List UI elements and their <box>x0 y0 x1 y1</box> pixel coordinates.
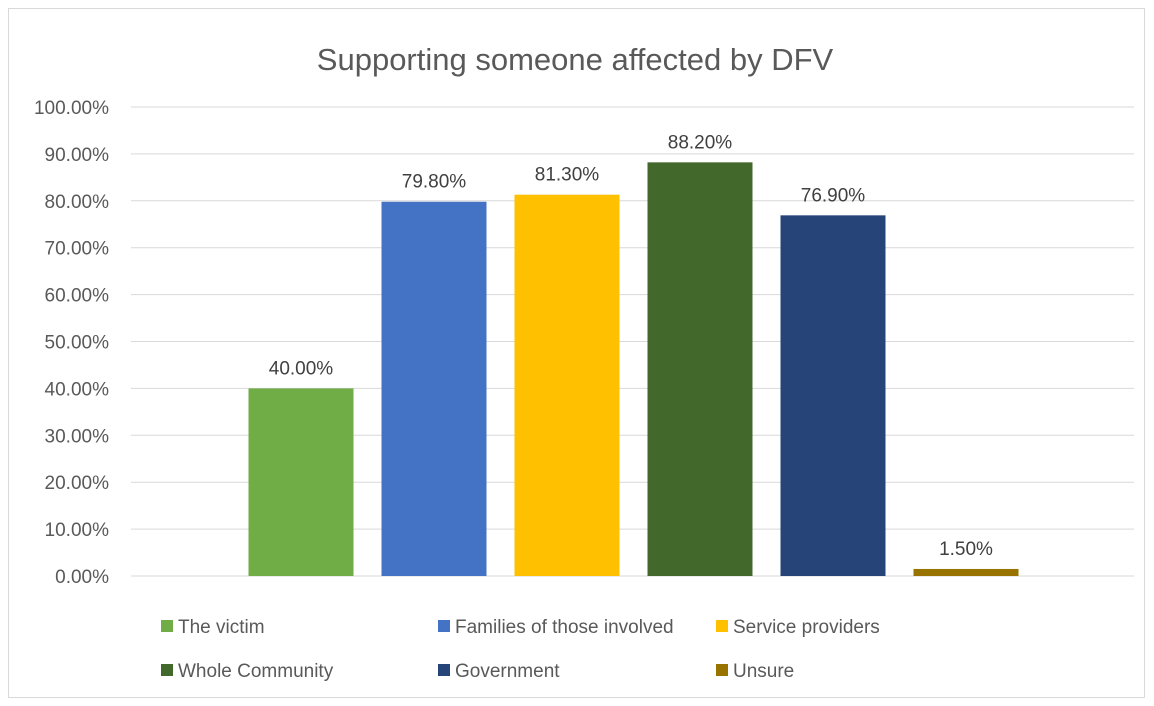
bar <box>647 162 753 577</box>
data-label: 81.30% <box>535 165 600 186</box>
legend-label: Service providers <box>733 617 880 638</box>
legend-label: Government <box>455 661 560 682</box>
legend-swatch <box>161 620 173 632</box>
bar <box>381 201 487 576</box>
y-tick-label: 0.00% <box>55 567 109 588</box>
data-label: 1.50% <box>939 539 993 560</box>
legend-swatch <box>716 620 728 632</box>
legend-swatch <box>438 664 450 676</box>
y-tick-label: 90.00% <box>45 145 110 166</box>
legend-label: The victim <box>178 617 265 638</box>
data-label: 79.80% <box>402 172 467 193</box>
data-label: 76.90% <box>801 185 866 206</box>
legend-label: Unsure <box>733 661 794 682</box>
y-tick-label: 50.00% <box>45 333 110 354</box>
bar <box>248 388 354 576</box>
data-label: 40.00% <box>269 358 334 379</box>
legend-label: Families of those involved <box>455 617 674 638</box>
y-tick-label: 10.00% <box>45 520 110 541</box>
y-tick-label: 20.00% <box>45 473 110 494</box>
legend-swatch <box>716 664 728 676</box>
y-tick-label: 60.00% <box>45 286 110 307</box>
data-label: 88.20% <box>668 132 733 153</box>
bars <box>248 162 1019 577</box>
data-labels: 40.00% 79.80% 81.30% 88.20% 76.90% 1.50% <box>269 132 993 560</box>
legend-label: Whole Community <box>178 661 334 682</box>
y-tick-label: 100.00% <box>34 98 109 119</box>
y-tick-label: 70.00% <box>45 239 110 260</box>
legend-swatch <box>161 664 173 676</box>
chart-area: Supporting someone affected by DFV 0.00%… <box>8 8 1145 698</box>
bar <box>780 215 886 577</box>
y-axis-tick-labels: 0.00% 10.00% 20.00% 30.00% 40.00% 50.00% 60.00… <box>34 98 109 588</box>
bar <box>514 194 620 576</box>
chart-svg: Supporting someone affected by DFV 0.00%… <box>34 42 1134 682</box>
y-tick-label: 40.00% <box>45 379 110 400</box>
y-tick-label: 30.00% <box>45 426 110 447</box>
chart-title: Supporting someone affected by DFV <box>317 42 834 77</box>
bar <box>913 568 1019 576</box>
legend-swatch <box>438 620 450 632</box>
legend: The victim Families of those involved Serv… <box>161 617 880 682</box>
y-tick-label: 80.00% <box>45 192 110 213</box>
